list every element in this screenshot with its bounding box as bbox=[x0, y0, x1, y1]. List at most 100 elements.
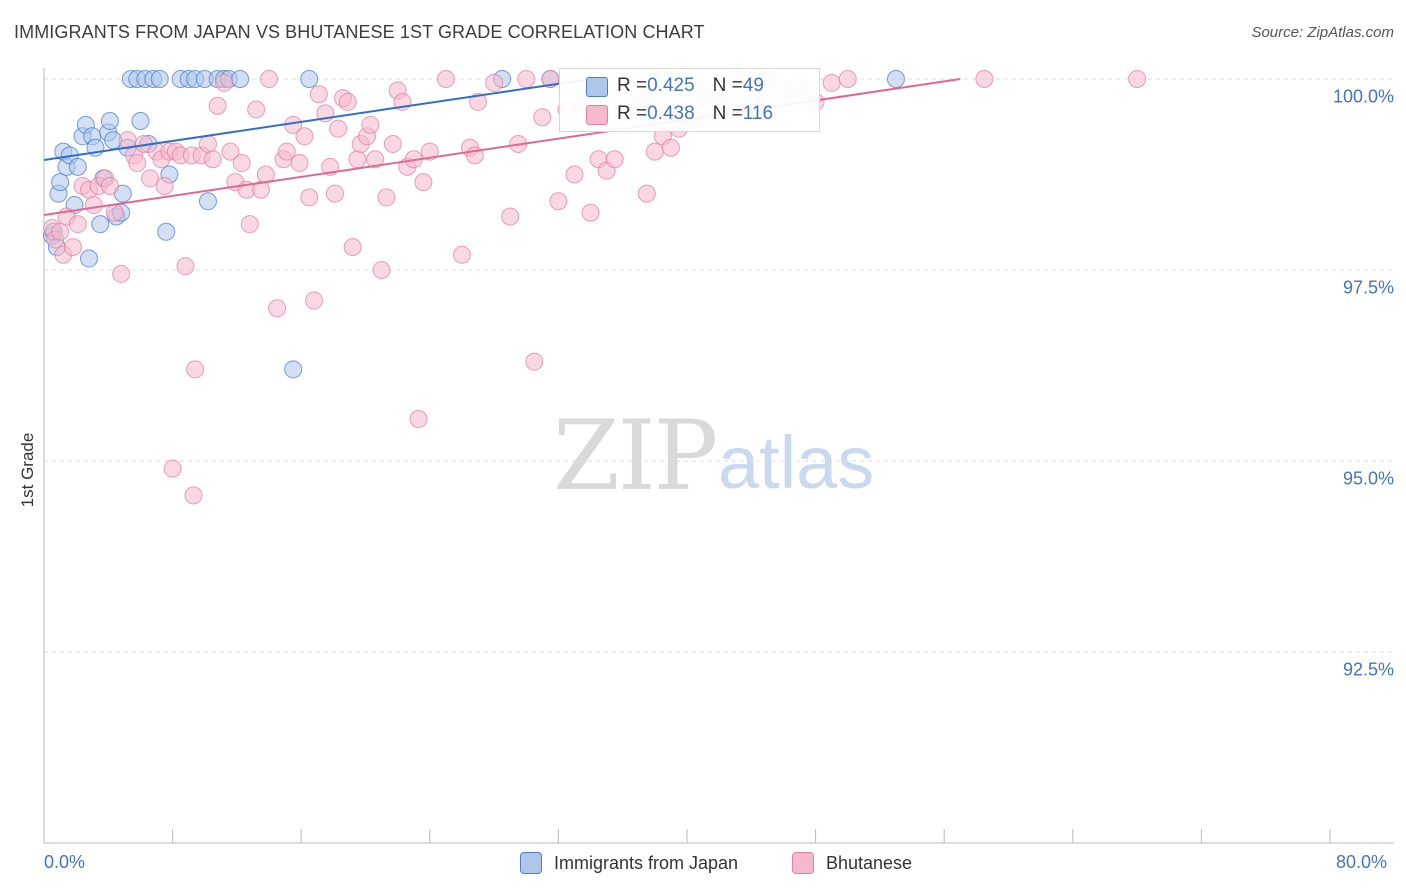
point-bhutan-62 bbox=[361, 115, 380, 134]
point-bhutan-31 bbox=[203, 150, 222, 169]
legend-n-label-bhutan: N = bbox=[712, 103, 743, 124]
legend-r-label-bhutan: R = bbox=[617, 103, 648, 124]
point-bhutan-88 bbox=[565, 165, 584, 184]
legend-r-value-japan: 0.425 bbox=[647, 75, 695, 96]
point-bhutan-38 bbox=[240, 215, 259, 234]
point-bhutan-36 bbox=[232, 154, 251, 173]
point-bhutan-33 bbox=[215, 73, 234, 92]
legend-item-label-japan: Immigrants from Japan bbox=[554, 852, 739, 873]
point-bhutan-65 bbox=[377, 188, 396, 207]
legend-r-value-bhutan: 0.438 bbox=[647, 103, 695, 124]
point-japan-31 bbox=[157, 222, 176, 241]
point-japan-43 bbox=[300, 70, 319, 88]
point-bhutan-63 bbox=[366, 150, 385, 169]
point-bhutan-14 bbox=[112, 264, 131, 283]
legend-row-bhutan: R = 0.438 N = 116 bbox=[617, 102, 773, 126]
point-bhutan-93 bbox=[605, 150, 624, 169]
y-tick-label-92-5: 92.5% bbox=[1342, 659, 1394, 680]
point-bhutan-51 bbox=[309, 85, 328, 104]
y-tick-label-100: 100.0% bbox=[1332, 86, 1394, 107]
point-bhutan-47 bbox=[290, 154, 309, 173]
point-bhutan-114 bbox=[163, 459, 182, 478]
trend-line-japan bbox=[43, 78, 591, 161]
point-bhutan-30 bbox=[198, 134, 217, 153]
point-bhutan-84 bbox=[533, 108, 552, 127]
point-bhutan-86 bbox=[549, 192, 568, 211]
point-bhutan-43 bbox=[268, 299, 287, 318]
point-bhutan-48 bbox=[295, 127, 314, 146]
point-bhutan-9 bbox=[84, 196, 103, 215]
point-bhutan-73 bbox=[420, 142, 439, 161]
point-bhutan-99 bbox=[661, 138, 680, 157]
point-japan-48 bbox=[886, 70, 905, 88]
point-bhutan-57 bbox=[338, 92, 357, 111]
legend-item-swatch-bhutan bbox=[792, 852, 814, 874]
point-bhutan-72 bbox=[414, 173, 433, 192]
point-bhutan-71 bbox=[409, 409, 428, 428]
y-tick-label-95: 95.0% bbox=[1342, 468, 1394, 489]
legend-row-japan: R = 0.425 N = 49 bbox=[617, 74, 764, 98]
point-bhutan-19 bbox=[141, 169, 160, 188]
point-bhutan-85 bbox=[541, 70, 560, 88]
point-japan-18 bbox=[100, 112, 119, 131]
watermark-zip: ZIP bbox=[553, 400, 718, 512]
point-bhutan-113 bbox=[1128, 70, 1147, 88]
point-japan-37 bbox=[198, 192, 217, 211]
point-bhutan-79 bbox=[485, 73, 504, 92]
point-bhutan-6 bbox=[68, 215, 87, 234]
legend-r-label-japan: R = bbox=[617, 75, 648, 96]
point-bhutan-110 bbox=[822, 73, 841, 92]
point-bhutan-2 bbox=[51, 222, 70, 241]
point-bhutan-5 bbox=[63, 238, 82, 257]
legend-item-label-bhutan: Bhutanese bbox=[826, 852, 913, 873]
x-tick-label-max: 80.0% bbox=[1336, 852, 1388, 872]
point-bhutan-55 bbox=[329, 119, 348, 138]
point-bhutan-54 bbox=[325, 184, 344, 203]
x-tick-label-min: 0.0% bbox=[44, 852, 86, 872]
point-bhutan-39 bbox=[247, 100, 266, 119]
point-bhutan-75 bbox=[452, 245, 471, 264]
point-bhutan-80 bbox=[501, 207, 520, 226]
legend-n-label-japan: N = bbox=[712, 75, 743, 96]
point-bhutan-112 bbox=[975, 70, 994, 88]
point-bhutan-32 bbox=[208, 96, 227, 115]
point-bhutan-45 bbox=[277, 142, 296, 161]
point-bhutan-58 bbox=[343, 238, 362, 257]
legend-n-value-bhutan: 116 bbox=[742, 103, 774, 124]
point-bhutan-26 bbox=[176, 257, 195, 276]
point-bhutan-59 bbox=[348, 150, 367, 169]
point-japan-12 bbox=[80, 249, 99, 268]
y-axis-label: 1st Grade bbox=[18, 432, 37, 508]
point-bhutan-12 bbox=[100, 176, 119, 195]
point-bhutan-34 bbox=[221, 142, 240, 161]
legend-swatch-japan bbox=[586, 77, 608, 97]
point-japan-26 bbox=[131, 112, 150, 131]
point-bhutan-111 bbox=[838, 70, 857, 88]
point-bhutan-49 bbox=[300, 188, 319, 207]
point-japan-4 bbox=[51, 173, 70, 192]
point-japan-30 bbox=[150, 70, 169, 88]
legend-n-value-japan: 49 bbox=[742, 75, 764, 96]
point-japan-42 bbox=[284, 360, 303, 379]
point-bhutan-74 bbox=[436, 70, 455, 88]
point-bhutan-17 bbox=[128, 154, 147, 173]
point-bhutan-50 bbox=[305, 291, 324, 310]
stats-legend: R = 0.425 N = 49 R = 0.438 N = 116 bbox=[559, 68, 820, 132]
point-bhutan-90 bbox=[581, 203, 600, 222]
point-japan-15 bbox=[91, 215, 110, 234]
point-japan-9 bbox=[68, 157, 87, 176]
point-bhutan-83 bbox=[525, 352, 544, 371]
point-bhutan-78 bbox=[469, 92, 488, 111]
point-bhutan-22 bbox=[155, 176, 174, 195]
point-japan-41 bbox=[231, 70, 250, 88]
series-legend: Immigrants from Japan Bhutanese bbox=[0, 852, 1406, 878]
point-bhutan-13 bbox=[105, 203, 124, 222]
point-bhutan-64 bbox=[372, 261, 391, 279]
watermark-atlas: atlas bbox=[718, 421, 875, 504]
point-bhutan-66 bbox=[383, 134, 402, 153]
y-tick-label-97-5: 97.5% bbox=[1342, 277, 1394, 298]
chart-title: IMMIGRANTS FROM JAPAN VS BHUTANESE 1ST G… bbox=[14, 22, 705, 42]
legend-item-japan: Immigrants from Japan bbox=[520, 852, 738, 874]
legend-swatch-bhutan bbox=[586, 105, 608, 125]
